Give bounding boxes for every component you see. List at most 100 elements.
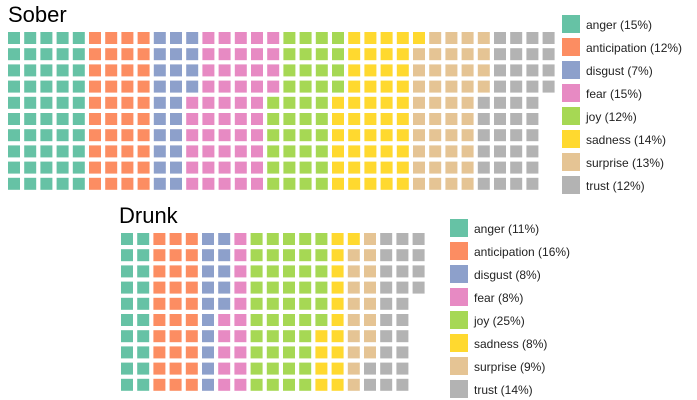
drunk-waffle-grid xyxy=(121,233,425,391)
waffle-cell-surprise xyxy=(364,233,376,245)
waffle-cell-fear xyxy=(251,80,263,93)
waffle-cell-joy xyxy=(299,265,312,278)
waffle-cell-sadness xyxy=(380,145,393,158)
waffle-cell-disgust xyxy=(153,80,166,93)
waffle-cell-anger xyxy=(24,96,37,109)
waffle-cell-anticipation xyxy=(169,297,182,310)
waffle-cell-anger xyxy=(121,249,133,262)
waffle-cell-fear xyxy=(218,48,231,61)
waffle-cell-anticipation xyxy=(185,314,198,326)
waffle-cell-surprise xyxy=(461,64,474,77)
waffle-cell-anticipation xyxy=(89,113,101,125)
waffle-cell-anger xyxy=(121,362,133,375)
waffle-cell-surprise xyxy=(413,113,425,125)
waffle-cell-fear xyxy=(251,161,263,174)
waffle-cell-trust xyxy=(510,80,523,93)
sober-legend: anger (15%) anticipation (12%) disgust (7%… xyxy=(562,15,682,194)
waffle-cell-joy xyxy=(283,249,295,262)
waffle-cell-fear xyxy=(218,113,231,125)
waffle-cell-anticipation xyxy=(105,129,118,142)
waffle-cell-anticipation xyxy=(137,177,150,190)
waffle-cell-sadness xyxy=(380,48,393,61)
waffle-cell-anticipation xyxy=(89,32,101,44)
waffle-cell-joy xyxy=(266,249,279,262)
waffle-cell-anger xyxy=(137,314,150,326)
waffle-cell-anticipation xyxy=(89,129,101,142)
waffle-cell-joy xyxy=(299,378,312,391)
waffle-cell-disgust xyxy=(170,129,182,142)
waffle-cell-disgust xyxy=(202,249,214,262)
waffle-cell-trust xyxy=(510,145,523,158)
legend-label-anger: anger (15%) xyxy=(586,18,652,32)
waffle-cell-fear xyxy=(218,64,231,77)
waffle-cell-trust xyxy=(526,48,539,61)
waffle-cell-trust xyxy=(412,281,425,294)
waffle-cell-trust xyxy=(526,113,539,125)
waffle-cell-trust xyxy=(396,249,409,262)
waffle-cell-anticipation xyxy=(89,48,101,61)
waffle-cell-trust xyxy=(526,145,539,158)
waffle-cell-anticipation xyxy=(153,297,166,310)
waffle-cell-anger xyxy=(24,113,37,125)
waffle-cell-anger xyxy=(24,80,37,93)
waffle-cell-anger xyxy=(121,330,133,343)
waffle-cell-anger xyxy=(56,177,69,190)
waffle-cell-disgust xyxy=(170,48,182,61)
drunk-title: Drunk xyxy=(119,203,179,228)
waffle-cell-disgust xyxy=(202,362,214,375)
waffle-cell-anticipation xyxy=(137,80,150,93)
waffle-cell-anger xyxy=(121,314,133,326)
waffle-cell-fear xyxy=(251,145,263,158)
legend-swatch-trust xyxy=(562,176,580,194)
waffle-cell-fear xyxy=(218,346,231,359)
waffle-cell-surprise xyxy=(429,177,442,190)
legend-swatch-sadness xyxy=(450,334,468,352)
waffle-cell-sadness xyxy=(348,32,361,44)
waffle-cell-disgust xyxy=(153,129,166,142)
waffle-cell-sadness xyxy=(364,80,377,93)
waffle-cell-sadness xyxy=(364,161,377,174)
waffle-cell-surprise xyxy=(347,330,360,343)
waffle-cell-surprise xyxy=(413,161,425,174)
waffle-cell-surprise xyxy=(461,96,474,109)
waffle-cell-anticipation xyxy=(89,145,101,158)
waffle-cell-joy xyxy=(299,330,312,343)
waffle-cell-anticipation xyxy=(185,378,198,391)
legend-label-sadness: sadness (8%) xyxy=(474,337,547,351)
waffle-cell-joy xyxy=(283,80,296,93)
waffle-cell-surprise xyxy=(461,80,474,93)
waffle-cell-disgust xyxy=(153,64,166,77)
waffle-cell-joy xyxy=(315,129,328,142)
waffle-cell-trust xyxy=(510,177,523,190)
legend-swatch-disgust xyxy=(450,265,468,283)
legend-label-anticipation: anticipation (16%) xyxy=(474,245,570,259)
waffle-cell-trust xyxy=(526,32,539,44)
waffle-cell-trust xyxy=(396,265,409,278)
waffle-cell-joy xyxy=(315,113,328,125)
waffle-cell-anger xyxy=(40,64,53,77)
waffle-cell-sadness xyxy=(315,346,328,359)
waffle-cell-fear xyxy=(218,330,231,343)
waffle-cell-trust xyxy=(494,129,506,142)
waffle-cell-anger xyxy=(137,265,150,278)
waffle-cell-joy xyxy=(299,249,312,262)
legend-label-trust: trust (12%) xyxy=(586,179,645,193)
waffle-cell-joy xyxy=(267,113,280,125)
waffle-cell-anger xyxy=(137,330,150,343)
waffle-cell-surprise xyxy=(461,113,474,125)
waffle-cell-fear xyxy=(234,281,247,294)
waffle-cell-anger xyxy=(40,32,53,44)
waffle-cell-fear xyxy=(267,32,280,44)
waffle-cell-disgust xyxy=(170,177,182,190)
waffle-cell-joy xyxy=(266,362,279,375)
waffle-cell-surprise xyxy=(445,161,458,174)
waffle-cell-anticipation xyxy=(105,48,118,61)
waffle-cell-joy xyxy=(250,297,263,310)
waffle-cell-joy xyxy=(315,233,328,245)
waffle-cell-sadness xyxy=(348,48,361,61)
waffle-cell-fear xyxy=(202,113,215,125)
waffle-cell-surprise xyxy=(461,177,474,190)
waffle-cell-sadness xyxy=(396,161,409,174)
waffle-cell-sadness xyxy=(364,177,377,190)
waffle-cell-anger xyxy=(40,161,53,174)
